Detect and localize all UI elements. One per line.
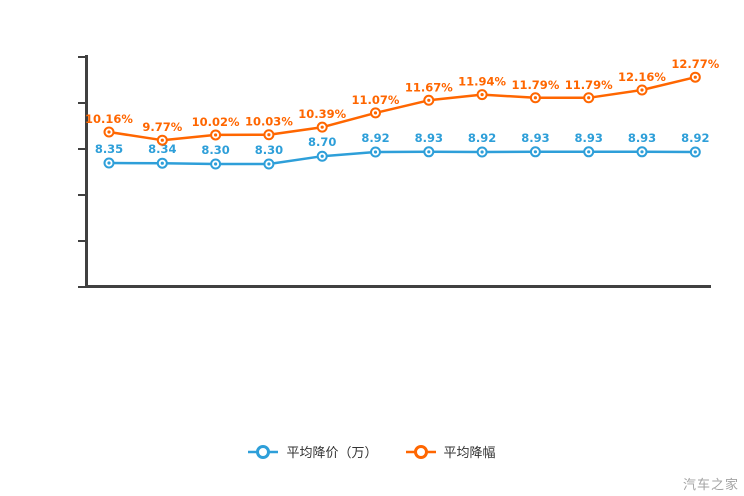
data-point-label: 11.79% bbox=[565, 78, 613, 92]
data-point-label: 8.34 bbox=[148, 142, 176, 156]
data-point-label: 10.16% bbox=[85, 112, 133, 126]
data-point-center-dot bbox=[267, 162, 271, 166]
data-point-center-dot bbox=[107, 130, 111, 134]
orange-line-marker-icon bbox=[405, 444, 436, 459]
series-line bbox=[107, 150, 697, 166]
series-line bbox=[107, 75, 697, 142]
data-point-center-dot bbox=[533, 96, 538, 100]
data-point-label: 9.77% bbox=[142, 120, 182, 134]
data-point-label: 10.02% bbox=[192, 115, 240, 129]
series-average-discount-rate: 10.16% 9.77% 10.02% 10.03% 10.39% 11.07% 11.67… bbox=[85, 57, 720, 146]
data-point-label: 8.92 bbox=[361, 131, 389, 145]
data-point-center-dot bbox=[320, 154, 324, 158]
y-axis-ticks bbox=[78, 56, 86, 288]
data-point-center-dot bbox=[214, 162, 218, 166]
y-axis-line bbox=[85, 55, 88, 288]
data-point-label: 11.67% bbox=[405, 80, 453, 94]
data-point-label: 8.93 bbox=[415, 131, 443, 145]
data-point-center-dot bbox=[587, 150, 591, 154]
data-point-center-dot bbox=[267, 133, 271, 137]
data-point-center-dot bbox=[373, 150, 378, 154]
autohome-watermark: 汽车之家 bbox=[682, 478, 739, 493]
series-average-discount-amount: 8.35 8.34 8.30 8.30 8.70 8.92 8.93 8.92 8.93 8.93… bbox=[95, 131, 709, 170]
data-point-label: 10.03% bbox=[245, 115, 293, 129]
data-point-center-dot bbox=[693, 150, 697, 154]
data-point-label: 12.77% bbox=[671, 57, 719, 71]
data-point-label: 8.35 bbox=[95, 142, 123, 156]
data-point-center-dot bbox=[427, 150, 431, 154]
data-point-center-dot bbox=[533, 150, 538, 154]
data-point-center-dot bbox=[427, 98, 431, 102]
data-point-center-dot bbox=[480, 150, 484, 154]
data-point-center-dot bbox=[107, 161, 111, 165]
blue-line-marker-icon bbox=[248, 444, 279, 459]
data-point-center-dot bbox=[214, 133, 218, 137]
data-point-label: 11.94% bbox=[458, 75, 506, 89]
data-point-center-dot bbox=[640, 88, 644, 92]
data-point-center-dot bbox=[160, 161, 164, 165]
data-point-center-dot bbox=[693, 75, 697, 79]
data-point-label: 8.30 bbox=[255, 143, 283, 157]
data-point-center-dot bbox=[160, 138, 164, 142]
data-point-label: 8.93 bbox=[521, 131, 549, 145]
data-point-label: 11.07% bbox=[352, 93, 400, 107]
data-point-label: 11.79% bbox=[511, 78, 559, 92]
data-point-center-dot bbox=[480, 93, 484, 97]
data-point-center-dot bbox=[320, 125, 324, 129]
data-point-center-dot bbox=[640, 150, 644, 154]
legend-item-average-discount-rate[interactable]: 平均降幅 bbox=[405, 442, 496, 461]
data-point-label: 8.93 bbox=[575, 131, 603, 145]
chart-legend: 平均降价（万） 平均降幅 bbox=[0, 442, 744, 461]
data-point-label: 8.92 bbox=[468, 131, 496, 145]
x-axis-line bbox=[85, 285, 711, 288]
legend-item-average-discount-amount[interactable]: 平均降价（万） bbox=[248, 442, 378, 461]
data-point-label: 8.92 bbox=[681, 131, 709, 145]
data-point-center-dot bbox=[587, 96, 591, 100]
data-point-label: 10.39% bbox=[298, 107, 346, 121]
data-point-label: 8.30 bbox=[201, 143, 229, 157]
data-point-label: 8.70 bbox=[308, 135, 336, 149]
data-point-label: 8.93 bbox=[628, 131, 656, 145]
data-point-label: 12.16% bbox=[618, 70, 666, 84]
legend-label-average-discount-rate: 平均降幅 bbox=[443, 446, 496, 461]
data-point-center-dot bbox=[373, 111, 378, 115]
legend-label-average-discount-amount: 平均降价（万） bbox=[286, 446, 378, 461]
